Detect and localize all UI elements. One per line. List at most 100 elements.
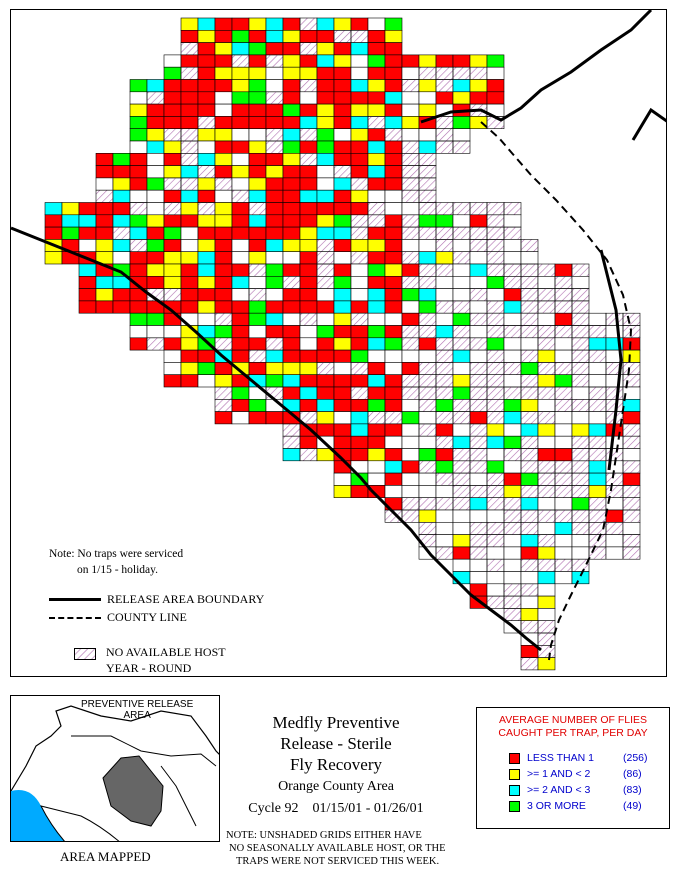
grid-cell bbox=[197, 189, 216, 203]
title-line3: Fly Recovery bbox=[289, 755, 383, 774]
grid-cell bbox=[316, 312, 335, 326]
grid-cell bbox=[163, 263, 182, 277]
grid-cell bbox=[180, 349, 199, 363]
grid-cell bbox=[486, 214, 505, 228]
grid-cell bbox=[401, 300, 420, 314]
grid-cell bbox=[214, 165, 233, 179]
grid-cell bbox=[571, 521, 590, 535]
grid-cell bbox=[197, 263, 216, 277]
grid-cell bbox=[418, 300, 437, 314]
grid-cell bbox=[401, 349, 420, 363]
grid-cell bbox=[486, 460, 505, 474]
grid-cell bbox=[350, 42, 369, 56]
grid-cell bbox=[537, 595, 556, 609]
grid-cell bbox=[333, 288, 352, 302]
grid-cell bbox=[537, 423, 556, 437]
grid-cell bbox=[469, 485, 488, 498]
grid-cell bbox=[452, 423, 471, 437]
grid-cell bbox=[520, 608, 539, 622]
grid-cell bbox=[452, 116, 471, 130]
grid-cell bbox=[367, 202, 386, 216]
grid-cell bbox=[282, 423, 301, 437]
grid-cell bbox=[452, 485, 471, 498]
grid-cell bbox=[622, 398, 641, 412]
grid-cell bbox=[180, 17, 199, 31]
grid-cell bbox=[520, 485, 539, 498]
legend-row-count: (86) bbox=[623, 768, 642, 780]
grid-cell bbox=[503, 521, 522, 535]
grid-cell bbox=[180, 103, 199, 117]
grid-cell bbox=[282, 386, 301, 400]
grid-cell bbox=[384, 448, 403, 462]
title-line2: Release - Sterile bbox=[280, 734, 392, 753]
grid-cell bbox=[214, 79, 233, 93]
grid-cell bbox=[537, 546, 556, 560]
grid-cell bbox=[333, 472, 352, 486]
grid-cell bbox=[537, 362, 556, 375]
grid-cell bbox=[486, 472, 505, 486]
grid-cell bbox=[367, 288, 386, 302]
grid-cell bbox=[78, 202, 97, 216]
grid-cell bbox=[418, 79, 437, 93]
grid-cell bbox=[571, 460, 590, 474]
grid-cell bbox=[333, 226, 352, 240]
grid-cell bbox=[248, 103, 267, 117]
grid-cell bbox=[333, 140, 352, 154]
grid-cell bbox=[435, 411, 454, 425]
grid-cell bbox=[350, 239, 369, 252]
holiday-note: Note: No traps were serviced on 1/15 - h… bbox=[49, 546, 183, 578]
grid-cell bbox=[588, 386, 607, 400]
grid-cell bbox=[384, 226, 403, 240]
inset-mapped-area bbox=[102, 755, 164, 827]
grid-cell bbox=[520, 312, 539, 326]
grid-cell bbox=[299, 374, 318, 388]
grid-cell bbox=[588, 398, 607, 412]
grid-cell bbox=[95, 288, 114, 302]
grid-cell bbox=[146, 239, 165, 252]
legend-no-host-line1: NO AVAILABLE HOST bbox=[106, 645, 226, 659]
grid-cell bbox=[129, 251, 148, 265]
grid-cell bbox=[299, 17, 318, 31]
grid-cell bbox=[129, 177, 148, 191]
grid-cell bbox=[486, 275, 505, 289]
grid-cell bbox=[622, 485, 641, 498]
grid-cell bbox=[180, 275, 199, 289]
grid-cell bbox=[316, 103, 335, 117]
grid-cell bbox=[401, 153, 420, 166]
release-area-boundary bbox=[11, 226, 373, 491]
grid-cell bbox=[435, 362, 454, 375]
grid-cell bbox=[605, 509, 624, 523]
grid-cell bbox=[418, 91, 437, 105]
grid-cell bbox=[350, 263, 369, 277]
grid-cell bbox=[537, 337, 556, 351]
grid-cell bbox=[622, 509, 641, 523]
grid-cell bbox=[486, 595, 505, 609]
grid-cell bbox=[248, 263, 267, 277]
grid-cell bbox=[95, 214, 114, 228]
grid-cell bbox=[435, 374, 454, 388]
grid-cell bbox=[350, 288, 369, 302]
grid-cell bbox=[384, 214, 403, 228]
grid-cell bbox=[129, 91, 148, 105]
grid-cell bbox=[350, 337, 369, 351]
grid-cell bbox=[299, 214, 318, 228]
grid-cell bbox=[418, 177, 437, 191]
grid-cell bbox=[469, 398, 488, 412]
grid-cell bbox=[248, 91, 267, 105]
grid-cell bbox=[452, 472, 471, 486]
grid-cell bbox=[588, 411, 607, 425]
grid-cell bbox=[180, 189, 199, 203]
grid-cell bbox=[486, 263, 505, 277]
grid-cell bbox=[231, 116, 250, 130]
grid-cell bbox=[384, 374, 403, 388]
grid-cell bbox=[231, 398, 250, 412]
grid-cell bbox=[214, 91, 233, 105]
grid-cell bbox=[265, 325, 284, 339]
grid-cell bbox=[469, 362, 488, 375]
grid-cell bbox=[350, 423, 369, 437]
grid-cell bbox=[265, 263, 284, 277]
grid-cell bbox=[282, 300, 301, 314]
grid-cell bbox=[214, 362, 233, 375]
grid-cell bbox=[469, 374, 488, 388]
grid-cell bbox=[299, 42, 318, 56]
